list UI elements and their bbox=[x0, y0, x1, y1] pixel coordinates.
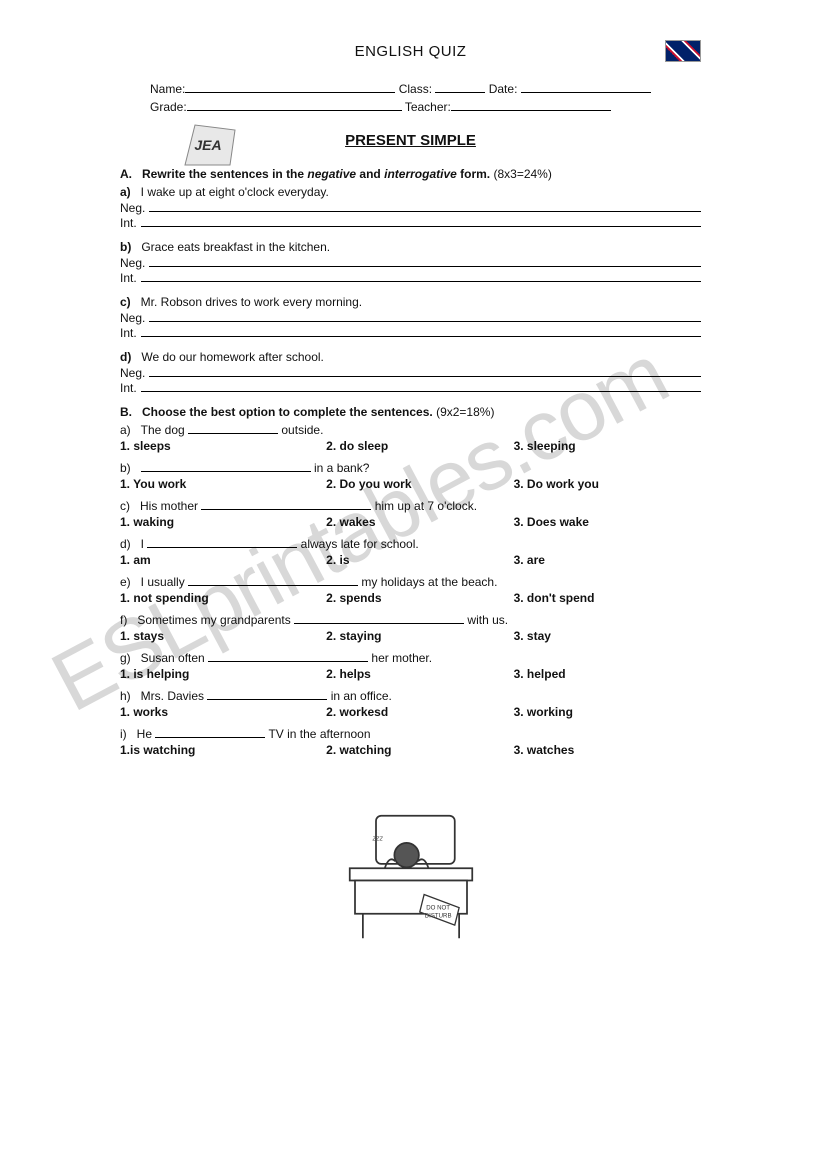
answer-blank[interactable] bbox=[141, 461, 311, 472]
answer-option[interactable]: 2. watching bbox=[326, 743, 513, 757]
logo-icon: JEA bbox=[180, 120, 240, 170]
int-input-line[interactable] bbox=[141, 216, 701, 227]
answer-option[interactable]: 3. stay bbox=[514, 629, 701, 643]
section-a-item: c) Mr. Robson drives to work every morni… bbox=[120, 295, 701, 340]
neg-input-line[interactable] bbox=[149, 366, 701, 377]
answer-option[interactable]: 1. sleeps bbox=[120, 439, 326, 453]
answer-option[interactable]: 1. is helping bbox=[120, 667, 326, 681]
uk-flag-icon bbox=[665, 40, 701, 62]
section-b-item: i) He TV in the afternoon1.is watching2.… bbox=[120, 727, 701, 757]
answer-option[interactable]: 2. Do you work bbox=[326, 477, 513, 491]
answer-option[interactable]: 2. is bbox=[326, 553, 513, 567]
answer-option[interactable]: 1. waking bbox=[120, 515, 326, 529]
date-label: Date: bbox=[489, 82, 518, 96]
section-b-item: c) His mother him up at 7 o'clock.1. wak… bbox=[120, 499, 701, 529]
answer-option[interactable]: 2. do sleep bbox=[326, 439, 513, 453]
section-b-item: b) in a bank?1. You work2. Do you work3.… bbox=[120, 461, 701, 491]
class-label: Class: bbox=[399, 82, 432, 96]
student-info: Name: Class: Date: Grade: Teacher: bbox=[150, 80, 701, 116]
svg-text:DISTURB: DISTURB bbox=[424, 912, 451, 919]
answer-option[interactable]: 3. don't spend bbox=[514, 591, 701, 605]
answer-option[interactable]: 3. watches bbox=[514, 743, 701, 757]
neg-input-line[interactable] bbox=[149, 311, 701, 322]
answer-blank[interactable] bbox=[294, 613, 464, 624]
sleeping-student-illustration: zzz DO NOT DISTURB bbox=[120, 807, 701, 950]
answer-option[interactable]: 3. Does wake bbox=[514, 515, 701, 529]
answer-option[interactable]: 1. am bbox=[120, 553, 326, 567]
answer-option[interactable]: 1.is watching bbox=[120, 743, 326, 757]
section-b-item: e) I usually my holidays at the beach.1.… bbox=[120, 575, 701, 605]
answer-blank[interactable] bbox=[208, 651, 368, 662]
section-b-item: h) Mrs. Davies in an office.1. works2. w… bbox=[120, 689, 701, 719]
section-b-item: d) I always late for school.1. am2. is3.… bbox=[120, 537, 701, 567]
answer-blank[interactable] bbox=[147, 537, 297, 548]
name-label: Name: bbox=[150, 82, 185, 96]
section-b-head: B. Choose the best option to complete th… bbox=[120, 405, 701, 419]
header-row: ENGLISH QUIZ bbox=[120, 40, 701, 62]
answer-blank[interactable] bbox=[188, 423, 278, 434]
section-a-item: a) I wake up at eight o'clock everyday.N… bbox=[120, 185, 701, 230]
int-input-line[interactable] bbox=[141, 271, 701, 282]
section-b-item: g) Susan often her mother.1. is helping2… bbox=[120, 651, 701, 681]
section-b-item: a) The dog outside.1. sleeps2. do sleep3… bbox=[120, 423, 701, 453]
section-b-item: f) Sometimes my grandparents with us.1. … bbox=[120, 613, 701, 643]
answer-option[interactable]: 2. workesd bbox=[326, 705, 513, 719]
answer-option[interactable]: 3. Do work you bbox=[514, 477, 701, 491]
answer-option[interactable]: 1. You work bbox=[120, 477, 326, 491]
answer-option[interactable]: 2. helps bbox=[326, 667, 513, 681]
answer-option[interactable]: 1. not spending bbox=[120, 591, 326, 605]
quiz-title: ENGLISH QUIZ bbox=[156, 43, 665, 60]
section-a-item: b) Grace eats breakfast in the kitchen.N… bbox=[120, 240, 701, 285]
answer-option[interactable]: 3. are bbox=[514, 553, 701, 567]
answer-option[interactable]: 2. spends bbox=[326, 591, 513, 605]
answer-option[interactable]: 1. stays bbox=[120, 629, 326, 643]
answer-option[interactable]: 1. works bbox=[120, 705, 326, 719]
answer-option[interactable]: 2. staying bbox=[326, 629, 513, 643]
answer-blank[interactable] bbox=[201, 499, 371, 510]
answer-blank[interactable] bbox=[207, 689, 327, 700]
answer-blank[interactable] bbox=[188, 575, 358, 586]
answer-option[interactable]: 3. sleeping bbox=[514, 439, 701, 453]
answer-option[interactable]: 3. working bbox=[514, 705, 701, 719]
svg-text:DO NOT: DO NOT bbox=[426, 904, 450, 911]
svg-text:zzz: zzz bbox=[371, 835, 383, 842]
teacher-label: Teacher: bbox=[405, 100, 451, 114]
svg-text:JEA: JEA bbox=[194, 137, 221, 153]
int-input-line[interactable] bbox=[141, 326, 701, 337]
answer-option[interactable]: 3. helped bbox=[514, 667, 701, 681]
answer-option[interactable]: 2. wakes bbox=[326, 515, 513, 529]
int-input-line[interactable] bbox=[141, 381, 701, 392]
neg-input-line[interactable] bbox=[149, 256, 701, 267]
neg-input-line[interactable] bbox=[149, 201, 701, 212]
grade-label: Grade: bbox=[150, 100, 187, 114]
section-a-item: d) We do our homework after school.Neg.I… bbox=[120, 350, 701, 395]
answer-blank[interactable] bbox=[155, 727, 265, 738]
